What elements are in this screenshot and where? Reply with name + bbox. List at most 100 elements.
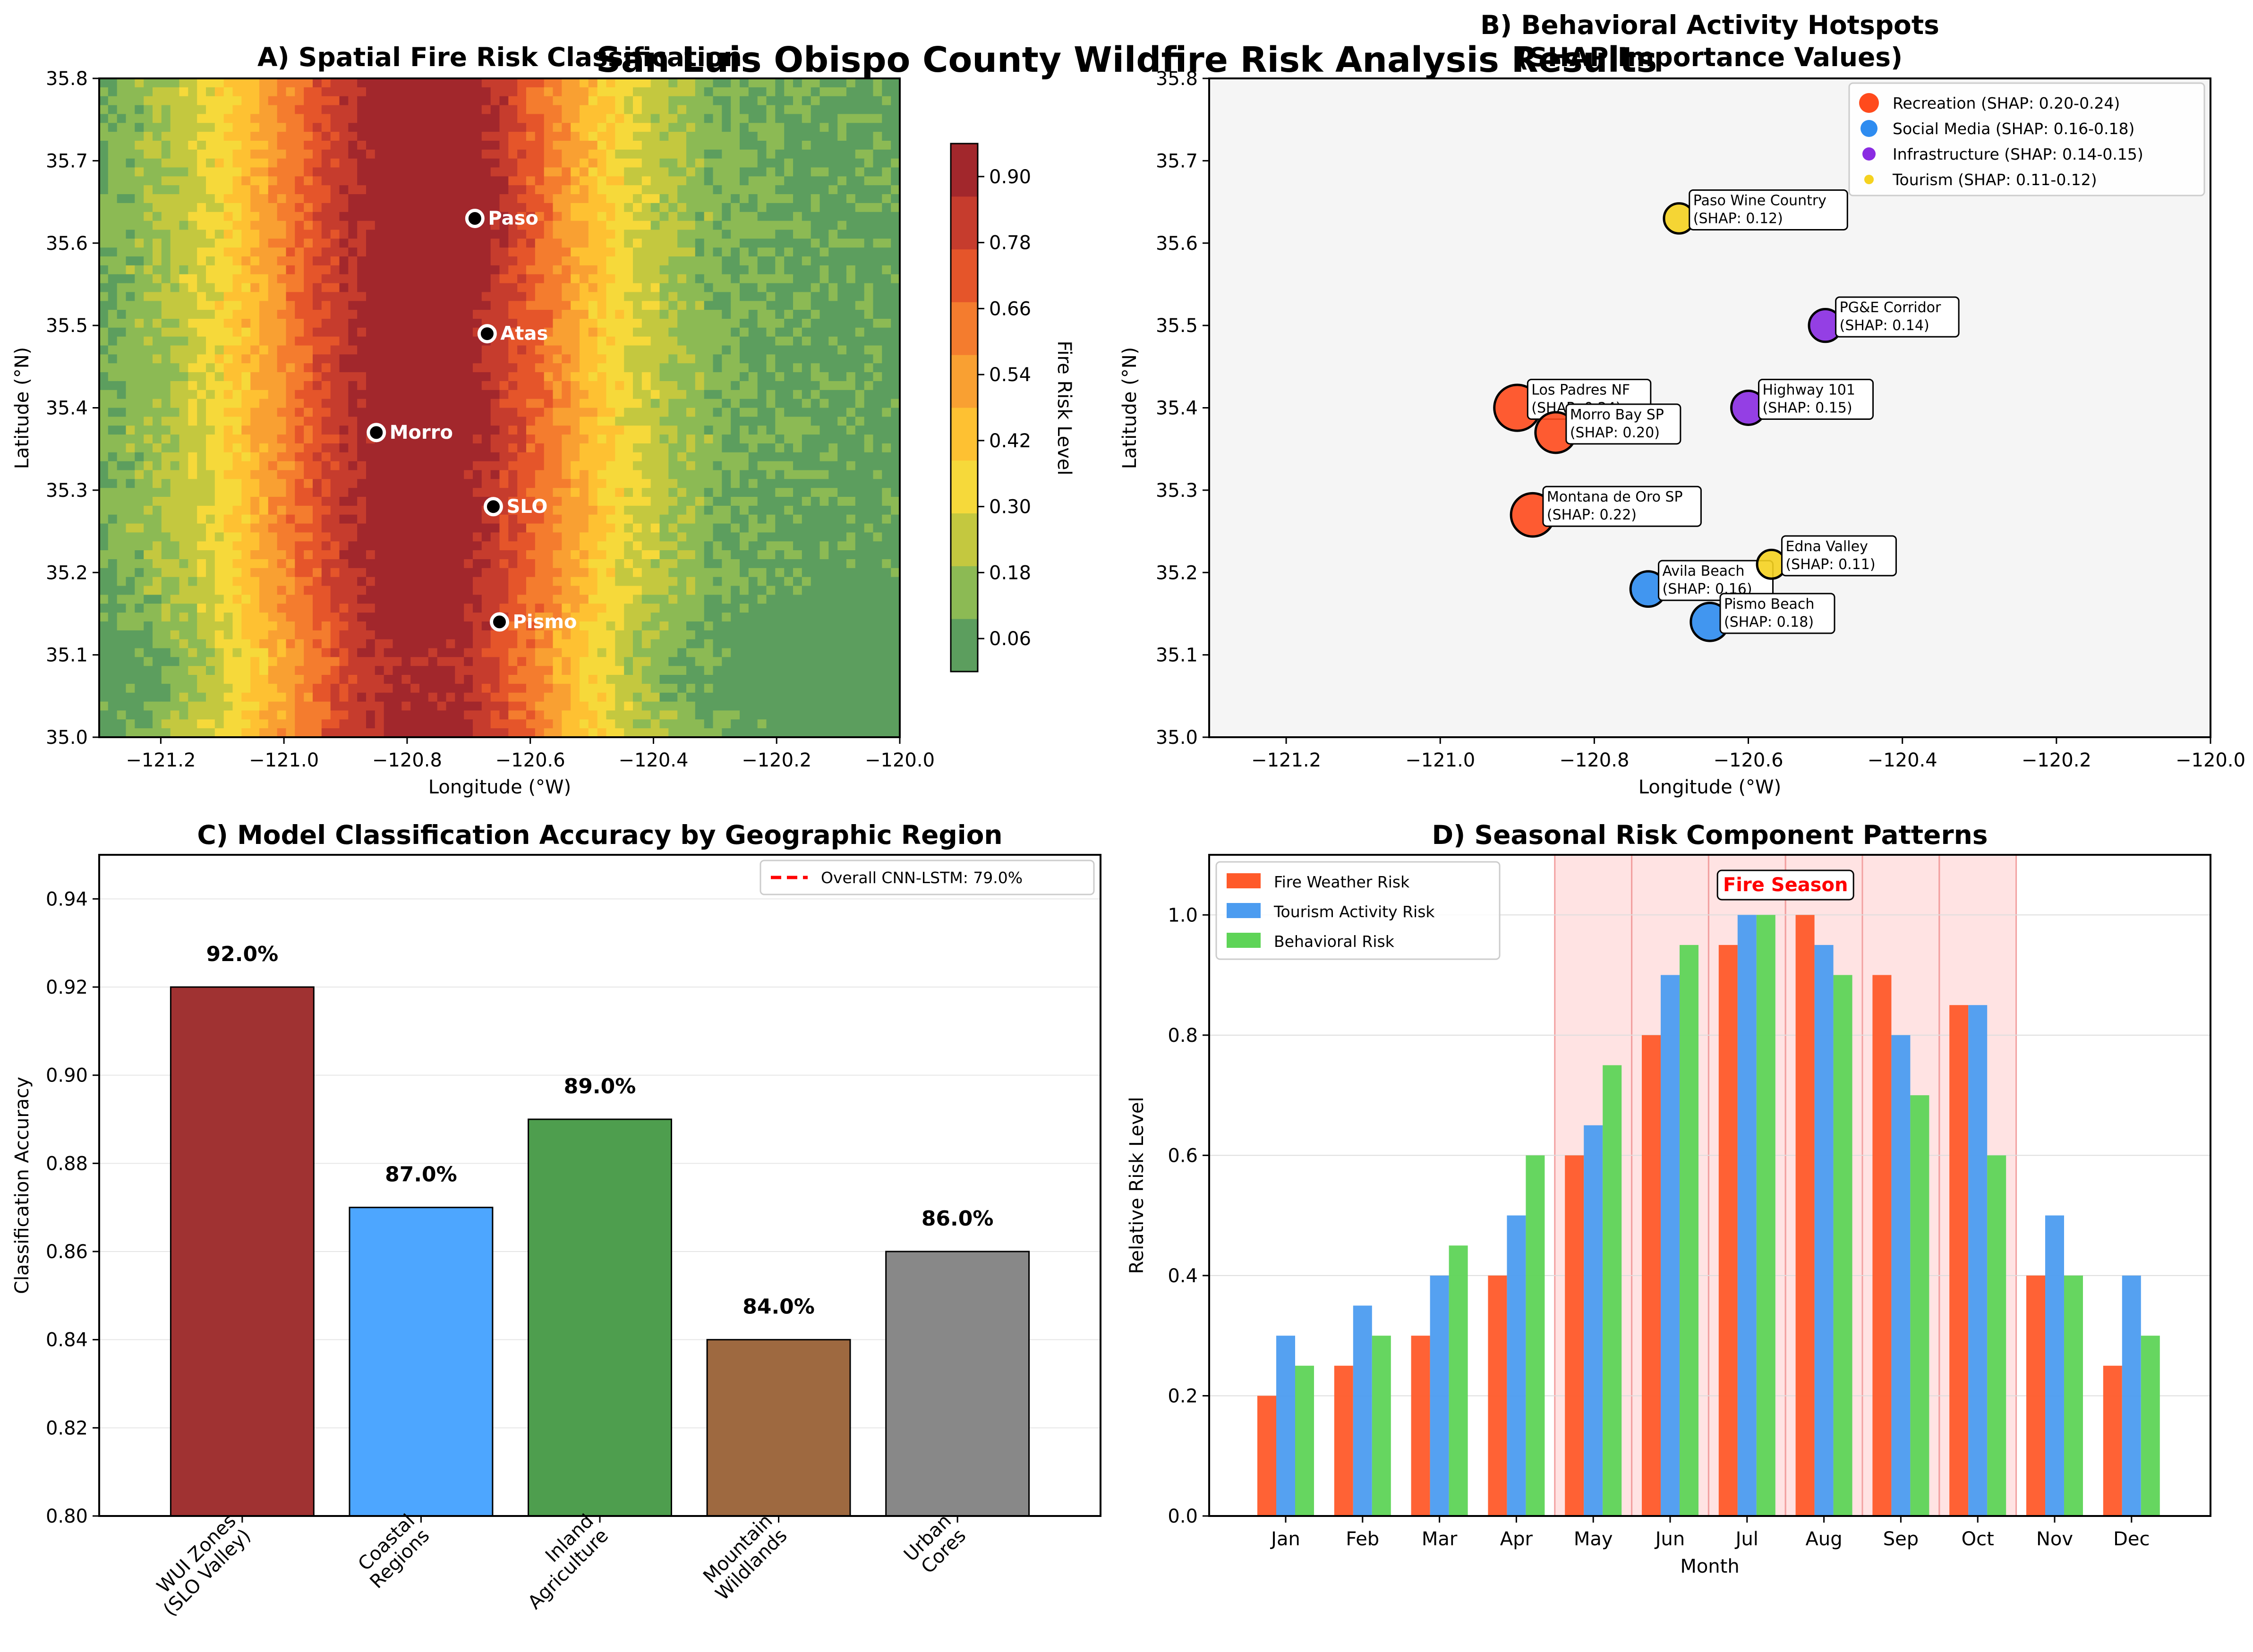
heat-cell <box>357 319 367 328</box>
heat-cell <box>553 426 563 435</box>
heat-cell <box>695 292 705 302</box>
heat-cell <box>268 230 278 239</box>
heat-cell <box>232 256 242 266</box>
heat-cell <box>819 158 829 168</box>
heat-cell <box>891 452 900 462</box>
heat-cell <box>704 301 714 310</box>
heat-cell <box>446 96 456 106</box>
heat-cell <box>384 514 393 524</box>
heat-cell <box>722 470 731 480</box>
heat-cell <box>499 354 509 364</box>
heat-cell <box>802 212 811 221</box>
heat-cell <box>819 408 829 417</box>
heat-cell <box>731 381 740 391</box>
heat-cell <box>588 114 598 124</box>
heat-cell <box>126 176 136 186</box>
heat-cell <box>668 114 678 124</box>
heat-cell <box>366 541 376 551</box>
heat-cell <box>811 479 820 488</box>
heat-cell <box>659 87 669 97</box>
heat-cell <box>775 426 785 435</box>
heat-cell <box>846 461 856 471</box>
heat-cell <box>197 176 206 186</box>
heat-cell <box>553 310 563 319</box>
heat-cell <box>455 105 464 115</box>
heat-cell <box>891 541 900 551</box>
heat-cell <box>855 247 865 257</box>
heat-cell <box>437 532 447 542</box>
heat-cell <box>650 167 660 177</box>
heat-cell <box>214 274 224 284</box>
heat-cell <box>455 550 464 560</box>
heat-cell <box>304 158 313 168</box>
heat-cell <box>321 283 331 293</box>
heat-cell <box>882 523 891 533</box>
heat-cell <box>153 123 162 132</box>
heat-cell <box>891 327 900 337</box>
heat-cell <box>206 78 215 88</box>
heat-cell <box>286 417 296 426</box>
heat-cell <box>597 87 607 97</box>
heat-cell <box>330 497 340 506</box>
heat-cell <box>464 488 473 497</box>
heat-cell <box>366 381 376 391</box>
heat-cell <box>633 426 642 435</box>
heat-cell <box>580 176 589 186</box>
heat-cell <box>544 256 554 266</box>
heat-cell <box>553 203 563 213</box>
heat-cell <box>641 354 651 364</box>
heat-cell <box>864 283 874 293</box>
heat-cell <box>384 541 393 551</box>
heat-cell <box>250 426 260 435</box>
heat-cell <box>170 167 180 177</box>
heat-cell <box>553 238 563 248</box>
heat-cell <box>188 461 197 471</box>
heat-cell <box>544 443 554 453</box>
heat-cell <box>455 559 464 569</box>
heat-cell <box>321 176 331 186</box>
heat-cell <box>650 230 660 239</box>
heat-cell <box>695 319 705 328</box>
heat-cell <box>819 185 829 195</box>
heat-cell <box>188 559 197 569</box>
heat-cell <box>144 461 153 471</box>
heat-cell <box>580 256 589 266</box>
heat-cell <box>766 372 776 382</box>
heat-cell <box>819 132 829 141</box>
heat-cell <box>170 559 180 569</box>
heat-cell <box>313 310 322 319</box>
heat-cell <box>641 310 651 319</box>
heat-cell <box>615 158 624 168</box>
heat-cell <box>544 132 554 141</box>
heat-cell <box>357 354 367 364</box>
heat-cell <box>650 532 660 542</box>
heat-cell <box>188 354 197 364</box>
heat-cell <box>668 336 678 346</box>
heat-cell <box>366 132 376 141</box>
heat-cell <box>117 497 127 506</box>
heat-cell <box>384 354 393 364</box>
heat-cell <box>304 141 313 150</box>
heat-cell <box>757 292 767 302</box>
heat-cell <box>490 434 500 444</box>
heat-cell <box>375 292 384 302</box>
heat-cell <box>401 203 411 213</box>
heat-cell <box>588 479 598 488</box>
heat-cell <box>802 559 811 569</box>
heat-cell <box>250 532 260 542</box>
heat-cell <box>268 185 278 195</box>
heat-cell <box>108 301 118 310</box>
heat-cell <box>793 461 802 471</box>
heat-cell <box>641 408 651 417</box>
heat-cell <box>757 301 767 310</box>
heat-cell <box>393 434 402 444</box>
heat-cell <box>544 274 554 284</box>
heat-cell <box>740 443 749 453</box>
heat-cell <box>437 434 447 444</box>
heat-cell <box>295 176 304 186</box>
heat-cell <box>517 185 527 195</box>
heat-cell <box>490 105 500 115</box>
heat-cell <box>108 336 118 346</box>
heat-cell <box>757 114 767 124</box>
heat-cell <box>473 283 482 293</box>
